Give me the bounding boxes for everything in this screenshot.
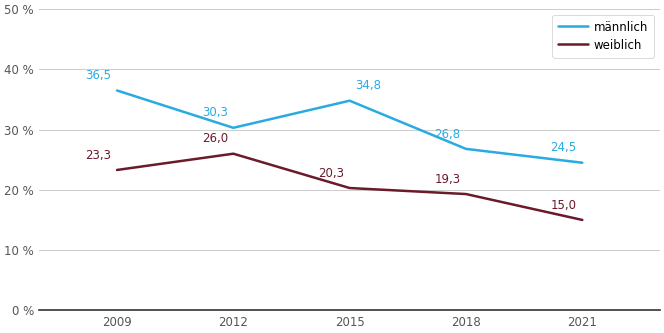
männlich [578,161,586,165]
weiblich [346,186,354,190]
männlich [113,89,121,93]
Text: 26,0: 26,0 [202,132,228,146]
Text: 24,5: 24,5 [550,142,577,155]
Text: 23,3: 23,3 [86,149,112,162]
weiblich [229,152,237,156]
Text: 26,8: 26,8 [434,128,460,141]
Text: 30,3: 30,3 [202,107,228,120]
Text: 20,3: 20,3 [318,167,344,180]
weiblich [578,218,586,222]
weiblich [462,192,470,196]
Text: 36,5: 36,5 [86,69,112,82]
Text: 19,3: 19,3 [434,173,460,186]
männlich [229,126,237,130]
männlich [462,147,470,151]
Text: 15,0: 15,0 [550,198,577,211]
Text: 34,8: 34,8 [355,79,381,92]
weiblich [113,168,121,172]
Legend: männlich, weiblich: männlich, weiblich [552,15,654,58]
Line: männlich: männlich [117,91,582,163]
männlich [346,99,354,103]
Line: weiblich: weiblich [117,154,582,220]
